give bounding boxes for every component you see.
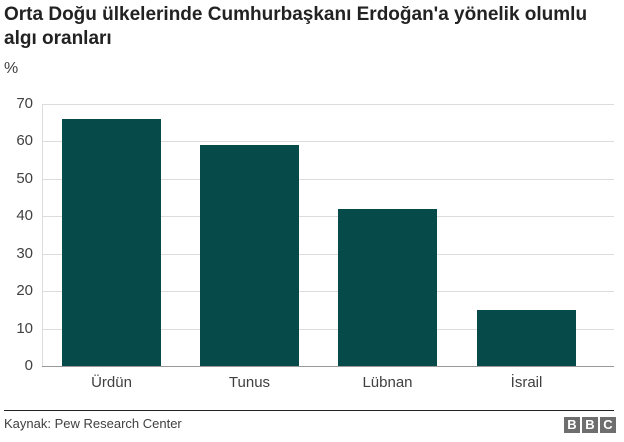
bar xyxy=(200,145,299,366)
bbc-logo-letter: C xyxy=(600,417,616,433)
bbc-logo-letter: B xyxy=(582,417,598,433)
y-tick-label: 40 xyxy=(16,207,33,225)
y-axis-unit: % xyxy=(4,60,19,77)
bbc-logo-letter: B xyxy=(564,417,580,433)
y-tick-label: 70 xyxy=(16,95,33,112)
bar xyxy=(338,208,437,366)
gridline xyxy=(42,328,614,330)
y-tick-label: 50 xyxy=(16,169,33,187)
source-note: Kaynak: Pew Research Center xyxy=(4,416,182,431)
gridline xyxy=(42,253,614,255)
x-tick-label: İsrail xyxy=(510,374,543,391)
bar xyxy=(62,118,161,366)
y-tick-label: 20 xyxy=(16,282,33,300)
x-tick-label: Tunus xyxy=(228,374,271,391)
gridline xyxy=(42,216,614,218)
y-axis-line xyxy=(42,104,43,366)
gridline xyxy=(42,141,614,143)
y-tick-label: 60 xyxy=(16,132,33,150)
gridline xyxy=(42,291,614,293)
bbc-logo: B B C xyxy=(564,417,616,433)
gridline xyxy=(42,366,614,367)
footer-divider xyxy=(4,410,614,411)
gridline xyxy=(42,178,614,180)
chart-title: Orta Doğu ülkelerinde Cumhurbaşkanı Erdo… xyxy=(4,4,588,49)
x-tick-label: Lübnan xyxy=(362,374,413,391)
y-tick-label: 10 xyxy=(16,319,33,337)
bar-chart: 0 10 20 30 40 50 60 70 Ürdün Tunus Lübnan İsrail xyxy=(16,95,614,391)
y-tick-label: 0 xyxy=(24,357,33,374)
y-tick-label: 30 xyxy=(16,244,33,262)
x-tick-label: Ürdün xyxy=(91,374,132,391)
bar xyxy=(477,309,576,366)
gridline xyxy=(42,104,614,105)
